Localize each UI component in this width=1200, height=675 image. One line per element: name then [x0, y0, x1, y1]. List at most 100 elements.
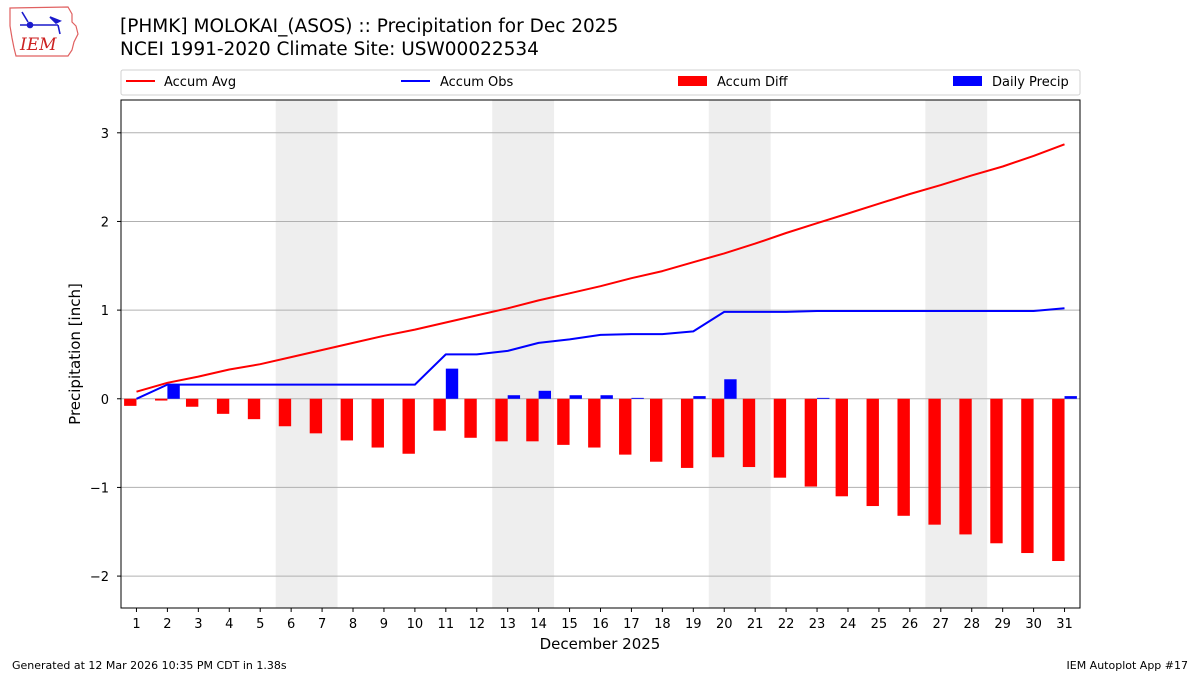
- accum-obs-line: [136, 307, 1065, 400]
- y-tick-label: 0: [101, 393, 109, 408]
- accum-diff-bar: [495, 398, 508, 442]
- accum-diff-bar: [278, 398, 292, 427]
- y-tick-label: −1: [90, 481, 109, 496]
- x-tick-label: 6: [287, 617, 295, 632]
- weekend-shade: [925, 100, 988, 608]
- x-tick-label: 10: [407, 617, 424, 632]
- chart-subtitle: NCEI 1991-2020 Climate Site: USW00022534: [120, 39, 539, 60]
- x-tick-label: 3: [194, 617, 202, 632]
- x-tick-label: 27: [933, 617, 950, 632]
- legend-label-accum-avg: Accum Avg: [164, 75, 236, 90]
- lines: [136, 143, 1065, 400]
- x-tick-label: 30: [1025, 617, 1042, 632]
- x-tick-label: 17: [623, 617, 640, 632]
- daily-precip-bar: [507, 395, 521, 399]
- weekend-shade: [708, 100, 771, 608]
- daily-precip-bar: [631, 397, 644, 399]
- daily-precip-bar: [693, 396, 706, 399]
- x-axis-label: December 2025: [540, 635, 661, 653]
- legend: Accum Avg Accum Obs Accum Diff Daily Pre…: [120, 69, 1081, 96]
- y-tick-label: 1: [101, 304, 109, 319]
- x-tick-label: 8: [349, 617, 357, 632]
- x-tick-label: 5: [256, 617, 264, 632]
- legend-box: [120, 69, 1081, 96]
- y-tick-label: −2: [90, 570, 109, 585]
- weekend-shade: [492, 100, 555, 608]
- accum-diff-bar: [990, 398, 1003, 544]
- x-tick-label: 29: [994, 617, 1011, 632]
- accum-diff-bar: [1021, 398, 1034, 554]
- daily-precip-bar: [724, 379, 737, 399]
- accum-diff-bar: [402, 398, 415, 454]
- accum-diff-bar: [649, 398, 663, 462]
- x-tick-label: 20: [716, 617, 733, 632]
- daily-precip-bar: [569, 395, 582, 399]
- x-tick-label: 19: [685, 617, 702, 632]
- accum-diff-bar: [247, 398, 261, 420]
- x-tick-label: 26: [902, 617, 919, 632]
- x-tick-label: 22: [778, 617, 795, 632]
- x-tick-label: 15: [561, 617, 578, 632]
- x-tick-label: 7: [318, 617, 326, 632]
- accum-diff-bar: [155, 398, 168, 401]
- legend-label-daily-precip: Daily Precip: [992, 75, 1069, 90]
- x-tick-label: 9: [380, 617, 388, 632]
- accum-diff-bar: [866, 398, 879, 507]
- accum-diff-bar: [557, 398, 570, 445]
- daily-precip-bar: [538, 390, 552, 399]
- accum-diff-bar: [773, 398, 787, 478]
- x-tick-label: 4: [225, 617, 233, 632]
- accum-diff-bar: [464, 398, 477, 438]
- x-tick-label: 21: [747, 617, 764, 632]
- accum-diff-bar: [897, 398, 910, 516]
- app-credit: IEM Autoplot App #17: [1066, 659, 1189, 672]
- weekend-shading: [275, 100, 988, 608]
- x-tick-label: 12: [468, 617, 485, 632]
- accum-diff-bar: [588, 398, 601, 448]
- x-tick-label: 28: [963, 617, 980, 632]
- accum-diff-bar: [680, 398, 694, 468]
- accum-diff-bar: [928, 398, 941, 525]
- x-tick-label: 24: [840, 617, 857, 632]
- legend-swatch-accum-diff: [678, 76, 707, 86]
- accum-diff-bar: [185, 398, 199, 407]
- accum-diff-bar: [216, 398, 230, 414]
- x-tick-label: 14: [530, 617, 547, 632]
- x-tick-label: 13: [499, 617, 516, 632]
- accum-diff-bar: [742, 398, 756, 468]
- accum-diff-bar: [1052, 398, 1065, 562]
- accum-diff-bar: [371, 398, 384, 448]
- x-tick-label: 2: [163, 617, 171, 632]
- y-axis: −2 −1 0 1 2 3: [90, 127, 121, 585]
- x-axis: 1 2 3 4 5 6 7 8 9 10 11 12 13 14 15 16 17 18 19 20 21 22 23 24 2…: [132, 608, 1073, 632]
- bars: [124, 368, 1077, 562]
- accum-diff-bar: [619, 398, 632, 455]
- x-tick-label: 18: [654, 617, 671, 632]
- y-axis-label: Precipitation [inch]: [66, 283, 84, 425]
- x-tick-label: 11: [438, 617, 455, 632]
- accum-diff-bar: [835, 398, 848, 497]
- x-tick-label: 1: [132, 617, 140, 632]
- generated-timestamp: Generated at 12 Mar 2026 10:35 PM CDT in…: [12, 659, 287, 672]
- logo-text: IEM: [19, 35, 57, 55]
- daily-precip-bar: [445, 368, 459, 399]
- x-tick-label: 31: [1056, 617, 1073, 632]
- accum-diff-bar: [959, 398, 972, 535]
- accum-diff-bar: [804, 398, 818, 487]
- y-tick-label: 3: [101, 127, 109, 142]
- daily-precip-bar: [1064, 396, 1077, 399]
- legend-swatch-daily-precip: [953, 76, 982, 86]
- accum-avg-line: [136, 143, 1065, 393]
- daily-precip-bar: [600, 395, 613, 399]
- accum-diff-bar: [340, 398, 354, 441]
- x-tick-label: 23: [809, 617, 826, 632]
- daily-precip-bar: [817, 397, 830, 399]
- accum-diff-bar: [309, 398, 323, 434]
- accum-diff-bar: [526, 398, 539, 442]
- accum-diff-bar: [433, 398, 446, 431]
- chart-title: [PHMK] MOLOKAI_(ASOS) :: Precipitation f…: [120, 16, 619, 37]
- accum-diff-bar: [711, 398, 725, 458]
- y-tick-label: 2: [101, 215, 109, 230]
- legend-label-accum-obs: Accum Obs: [440, 75, 513, 90]
